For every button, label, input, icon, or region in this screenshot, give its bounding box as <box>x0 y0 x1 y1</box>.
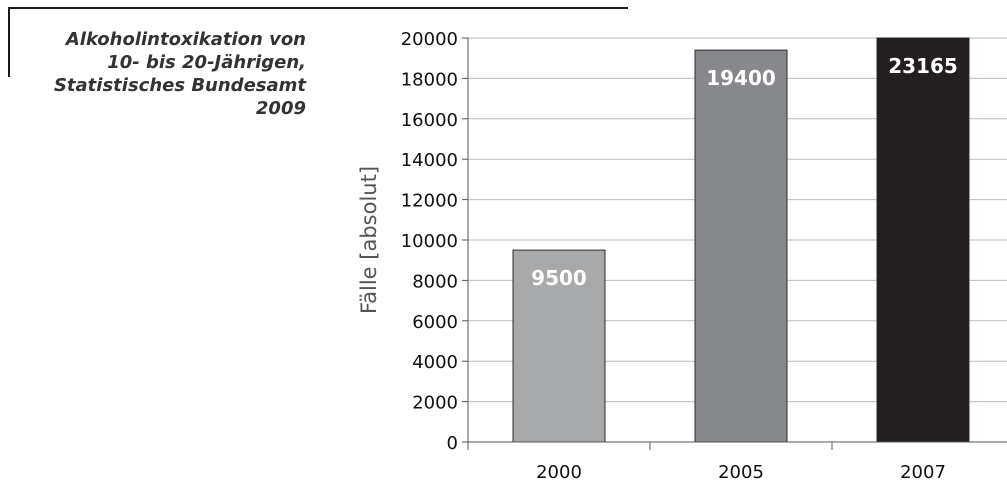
caption-line-1: Alkoholintoxikation von <box>65 29 306 50</box>
x-tick-label: 2000 <box>536 462 582 483</box>
y-tick-label: 20000 <box>401 29 458 50</box>
x-tick-label: 2007 <box>900 462 946 483</box>
y-axis-label: Fälle [absolut] <box>357 166 381 314</box>
frame-line-top <box>8 7 628 9</box>
caption-line-3: Statistisches Bundesamt <box>53 75 306 96</box>
data-label: 19400 <box>706 66 776 90</box>
y-tick-label: 18000 <box>401 69 458 90</box>
y-tick-label: 12000 <box>401 191 458 212</box>
bar-2007 <box>876 37 970 443</box>
chart-caption: Alkoholintoxikation von 10- bis 20-Jähri… <box>30 28 306 120</box>
bar-2000 <box>512 249 606 443</box>
caption-line-4: 2009 <box>255 98 306 119</box>
y-tick-label: 14000 <box>401 150 458 171</box>
y-tick-label: 0 <box>447 433 458 454</box>
bar-2005 <box>694 49 788 443</box>
x-tick-label: 2005 <box>718 462 764 483</box>
y-tick-label: 2000 <box>412 393 458 414</box>
y-tick-label: 10000 <box>401 231 458 252</box>
y-tick-label: 8000 <box>412 271 458 292</box>
y-tick-label: 16000 <box>401 110 458 131</box>
axes: 0 2000 4000 6000 8000 10000 12000 14000 16000 180… <box>401 29 1007 483</box>
y-tick-label: 6000 <box>412 312 458 333</box>
data-label: 23165 <box>888 54 958 78</box>
bars: 9500 19400 23165 <box>512 37 970 443</box>
caption-line-2: 10- bis 20-Jährigen, <box>107 52 306 73</box>
data-label: 9500 <box>531 266 587 290</box>
y-tick-label: 4000 <box>412 352 458 373</box>
frame-line-left <box>8 7 10 77</box>
